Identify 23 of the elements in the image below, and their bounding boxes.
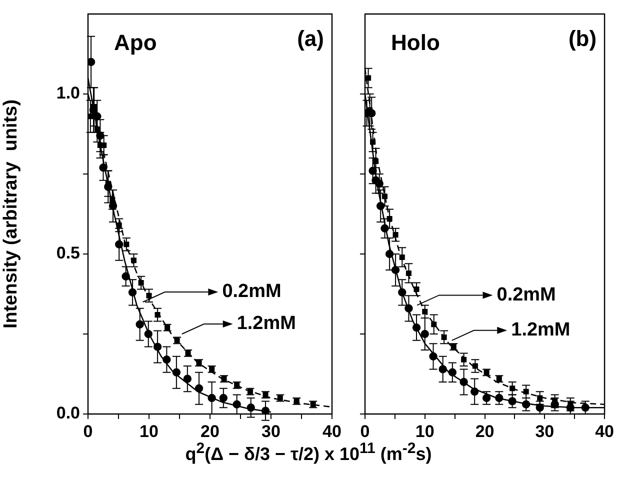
y-tick-label: 0.5 [56,244,80,263]
x-axis-title: q$^{2}$(Δ − δ/3 − τ/2) x 10$^{11}$ (m$^{-2}$s) [184,440,433,465]
x-tick-label: 10 [140,422,158,441]
x-tick-label: 0 [83,422,93,441]
annotation: (a) [297,26,324,52]
annotation: 0.2mM [496,284,556,306]
x-tick-label: 40 [595,422,614,441]
y-tick-label: 0.0 [56,404,80,423]
annotation: 0.2mM [222,281,282,302]
x-tick-label: 30 [535,422,554,441]
x-tick-label: 20 [200,422,220,441]
annotation: 1.2mM [511,320,570,341]
x-tick-label: 30 [262,422,280,441]
x-tick-label: 40 [322,422,342,441]
annotation: 1.2mM [236,313,296,334]
text: Apo [114,30,157,56]
x-tick-label: 20 [475,422,494,441]
text: Holo [391,30,440,56]
annotation: (b) [568,26,597,52]
y-axis-title: Intensity (arbitrary units) [0,99,22,329]
x-tick-label: 10 [415,422,434,441]
x-tick-label: 0 [360,422,370,441]
y-tick-label: 1.0 [56,84,80,103]
